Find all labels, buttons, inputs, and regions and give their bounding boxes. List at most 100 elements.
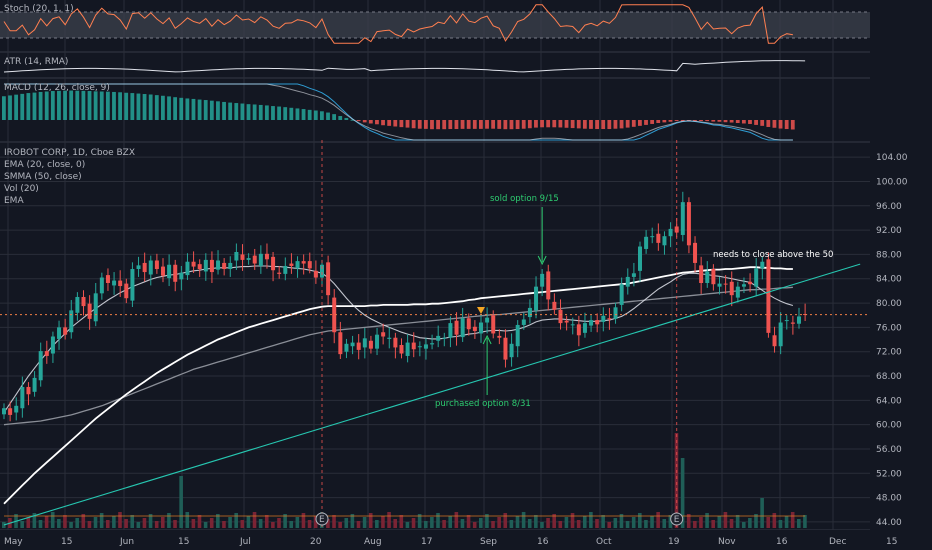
candle-body (497, 335, 502, 338)
volume-bar (527, 519, 532, 528)
candle-body (479, 322, 483, 334)
volume-bar (534, 515, 538, 528)
macd-histogram-bar (185, 98, 190, 120)
candle-body (197, 264, 202, 270)
macd-histogram-bar (668, 120, 673, 122)
volume-bar (387, 512, 391, 528)
time-axis[interactable]: May 15 Jun 15 Jul 20 Aug 17 Sep 16 Oct 19 Nov 16 Dec 15 (0, 530, 932, 550)
candle-body (686, 202, 691, 246)
volume-bar (558, 521, 563, 528)
candle-body (222, 262, 227, 270)
candle-body (650, 236, 655, 238)
volume-bar (240, 520, 245, 528)
candle-body (136, 265, 141, 270)
volume-bar (179, 476, 183, 528)
candle-body (797, 316, 801, 324)
macd-histogram-bar (460, 120, 465, 129)
volume-bar (393, 519, 397, 528)
macd-histogram-bar (448, 120, 453, 130)
candle-body (601, 315, 606, 322)
macd-histogram-bar (411, 120, 416, 129)
macd-histogram-bar (148, 94, 153, 120)
volume-bar (381, 516, 385, 528)
macd-histogram-bar (650, 120, 655, 124)
macd-histogram-bar (393, 120, 398, 127)
macd-histogram-bar (38, 91, 43, 120)
macd-histogram-bar (503, 120, 508, 130)
macd-histogram-bar (509, 120, 514, 130)
volume-bar (479, 518, 483, 528)
volume-bar (784, 516, 789, 528)
candle-body (320, 264, 324, 278)
volume-bar (136, 522, 141, 528)
candle-body (668, 228, 673, 237)
volume-bar (521, 512, 526, 528)
candle-body (631, 273, 636, 277)
macd-histogram-bar (93, 91, 98, 120)
macd-histogram-bar (2, 96, 6, 120)
volume-bar (375, 520, 379, 528)
candle-body (582, 323, 587, 333)
volume-bar (142, 518, 147, 528)
candle-body (466, 318, 471, 330)
volume-bar (258, 519, 263, 528)
macd-histogram-bar (772, 120, 777, 128)
candle-body (741, 284, 746, 287)
macd-histogram-bar (582, 120, 587, 129)
candle-body (546, 271, 551, 300)
macd-histogram-bar (142, 94, 147, 120)
price-axis[interactable]: 104.00 100.00 96.00 92.00 88.00 84.00 80.00 76.… (870, 0, 932, 550)
price-tick-label: 60.00 (876, 421, 902, 431)
macd-histogram-bar (216, 101, 220, 120)
volume-bar (264, 515, 269, 528)
candle-body (613, 307, 618, 319)
macd-histogram-bar (167, 96, 171, 120)
volume-bar (662, 519, 667, 528)
candle-body (69, 310, 74, 333)
macd-histogram-bar (527, 120, 532, 129)
volume-bar (631, 517, 636, 528)
candle-body (405, 342, 410, 356)
candle-body (246, 258, 251, 260)
candle-body (570, 324, 575, 326)
volume-bar (680, 458, 685, 528)
candle-body (503, 337, 508, 360)
candle-body (748, 281, 753, 285)
volume-bar (295, 517, 300, 528)
volume-bar (705, 513, 709, 528)
candle-body (57, 327, 62, 339)
price-tick-label: 88.00 (876, 250, 902, 260)
volume-bar (466, 515, 471, 528)
candle-body (711, 269, 716, 285)
candle-body (680, 202, 685, 235)
volume-bar (472, 522, 477, 528)
price-tick-label: 80.00 (876, 299, 902, 309)
candle-body (2, 408, 6, 415)
macd-histogram-bar (362, 120, 367, 123)
macd-histogram-bar (136, 93, 141, 120)
macd-histogram-bar (81, 90, 86, 120)
candle-body (485, 317, 490, 323)
candle-body (778, 322, 783, 347)
candle-body (460, 318, 465, 338)
ema20-line (3, 265, 794, 413)
candle-body (552, 301, 557, 310)
macd-histogram-bar (252, 104, 257, 120)
volume-legend: Vol (20) (4, 184, 39, 194)
volume-bar (32, 513, 37, 528)
macd-histogram-bar (191, 98, 196, 120)
volume-bar (69, 522, 73, 528)
macd-histogram-bar (497, 120, 502, 129)
price-tick-label: 100.00 (876, 177, 908, 187)
volume-bar (301, 513, 306, 528)
volume-bar (552, 514, 556, 528)
macd-histogram-bar (173, 97, 178, 120)
macd-histogram-bar (662, 120, 667, 123)
candle-body (717, 283, 722, 287)
volume-bar (228, 517, 232, 528)
macd-histogram-bar (277, 106, 281, 120)
macd-histogram-bar (417, 120, 422, 129)
candle-body (375, 334, 380, 349)
earnings-marker-label: E (674, 515, 680, 525)
